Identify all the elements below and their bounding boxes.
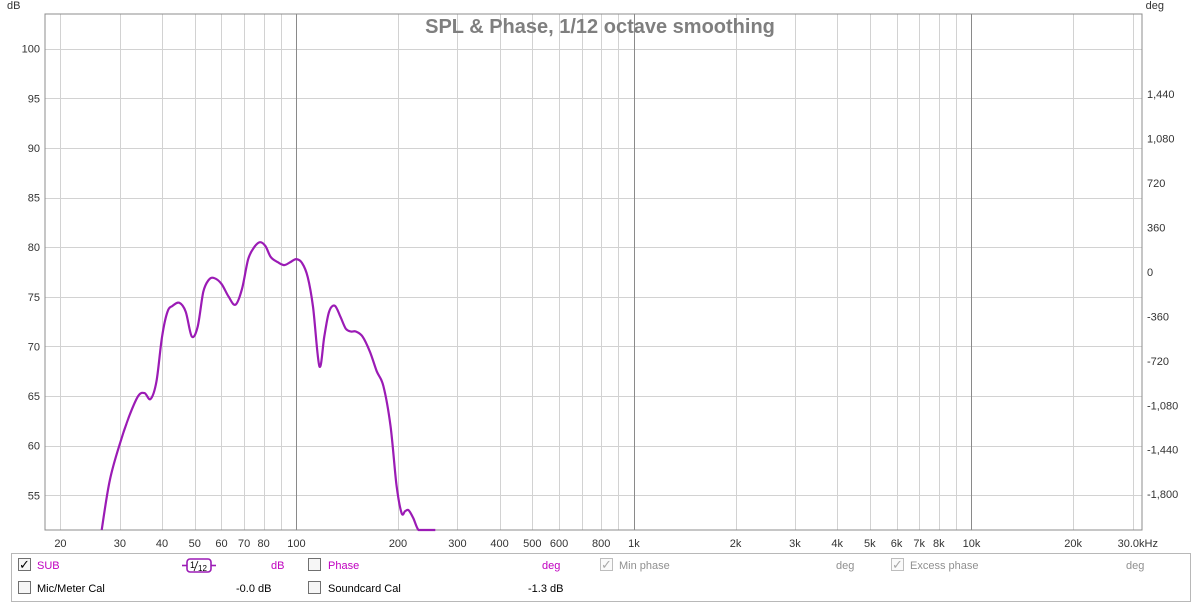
- phase-label[interactable]: Phase: [328, 560, 360, 572]
- y2-tick-label: 0: [1147, 267, 1153, 279]
- y2-tick-label: -360: [1147, 311, 1169, 323]
- y-axis-tick-labels: 55 60 65 70 75 80 85 90 95 100: [22, 44, 40, 503]
- y2-tick-label: -1,080: [1147, 400, 1178, 412]
- x-tick-label: 100: [287, 538, 305, 550]
- soundcard-cal-value: -1.3 dB: [528, 583, 564, 595]
- x-tick-label: 70: [238, 538, 250, 550]
- y-tick-label: 65: [28, 391, 40, 403]
- y-tick-label: 80: [28, 242, 40, 254]
- chart-title: SPL & Phase, 1/12 octave smoothing: [425, 16, 775, 38]
- x-tick-label: 600: [550, 538, 568, 550]
- x-tick-label: 8k: [933, 538, 945, 550]
- y2-tick-label: -1,440: [1147, 445, 1178, 457]
- excess-phase-checkbox[interactable]: ✓: [891, 557, 904, 572]
- sub-series-label[interactable]: SUB: [37, 560, 60, 572]
- y-tick-label: 55: [28, 490, 40, 502]
- x-tick-label: 300: [448, 538, 466, 550]
- y-tick-label: 95: [28, 93, 40, 105]
- x-tick-label: 1k: [628, 538, 640, 550]
- spl-unit-label: dB: [271, 560, 285, 572]
- y2-tick-label: -1,800: [1147, 489, 1178, 501]
- x-tick-label: 40: [156, 538, 168, 550]
- x-tick-label: 200: [389, 538, 407, 550]
- x-tick-label: 7k: [913, 538, 925, 550]
- smoothing-numerator: 1: [190, 560, 195, 570]
- grid-major: [296, 14, 972, 530]
- x-tick-label: 80: [258, 538, 270, 550]
- excess-phase-label[interactable]: Excess phase: [910, 560, 979, 572]
- y2-axis-tick-labels: -1,800 -1,440 -1,080 -720 -360 0 360 720 1,080 1,…: [1147, 89, 1178, 501]
- x-tick-label: 50: [189, 538, 201, 550]
- x-tick-label: 20: [54, 538, 66, 550]
- x-tick-label: 10k: [963, 538, 981, 550]
- y-tick-label: 70: [28, 341, 40, 353]
- smoothing-icon[interactable]: 1 12: [182, 558, 216, 573]
- x-tick-label: 30: [114, 538, 126, 550]
- y-axis-unit: dB: [7, 0, 20, 12]
- y2-tick-label: 1,440: [1147, 89, 1175, 101]
- x-tick-label: 800: [592, 538, 610, 550]
- x-tick-label: 4k: [831, 538, 843, 550]
- mic-cal-label[interactable]: Mic/Meter Cal: [37, 583, 105, 595]
- x-tick-label: 5k: [864, 538, 876, 550]
- x-tick-label: 20k: [1064, 538, 1082, 550]
- legend-row-1: ✓ SUB 1 12 dB Phase deg ✓ Min phase deg …: [12, 555, 1190, 577]
- x-tick-label: 6k: [891, 538, 903, 550]
- soundcard-cal-checkbox[interactable]: [308, 581, 321, 594]
- grid-minor: [45, 14, 1142, 530]
- y-tick-label: 100: [22, 44, 40, 56]
- excess-phase-unit-label: deg: [1126, 560, 1145, 572]
- x-tick-label: 3k: [789, 538, 801, 550]
- y2-axis-unit: deg: [1146, 0, 1164, 12]
- y2-tick-label: 1,080: [1147, 133, 1175, 145]
- plot-frame: [44, 13, 1143, 531]
- min-phase-unit-label: deg: [836, 560, 855, 572]
- x-tick-label: 500: [523, 538, 541, 550]
- mic-cal-value: -0.0 dB: [236, 583, 272, 595]
- y-tick-label: 60: [28, 441, 40, 453]
- min-phase-checkbox[interactable]: ✓: [600, 557, 613, 572]
- x-tick-label: 2k: [730, 538, 742, 550]
- mic-cal-checkbox[interactable]: [18, 581, 31, 594]
- sub-checkbox[interactable]: ✓: [18, 557, 31, 572]
- x-tick-label: 400: [490, 538, 508, 550]
- spl-phase-chart: 55 60 65 70 75 80 85 90 95 100 -1,800 -1,440 -1,080…: [7, 0, 1178, 550]
- y-tick-label: 85: [28, 193, 40, 205]
- x-tick-label: 30.0kHz: [1118, 538, 1158, 550]
- soundcard-cal-label[interactable]: Soundcard Cal: [328, 583, 401, 595]
- x-axis-tick-labels: 20 30 40 50 60 70 80 100 200 300 400 500 600 800 1k 2k 3…: [54, 538, 1158, 550]
- y2-tick-label: 720: [1147, 178, 1165, 190]
- phase-unit-label: deg: [542, 560, 561, 572]
- legend-row-2: Mic/Meter Cal -0.0 dB Soundcard Cal -1.3…: [12, 578, 1190, 600]
- legend-panel: ✓ SUB 1 12 dB Phase deg ✓ Min phase deg …: [11, 553, 1191, 602]
- y2-tick-label: 360: [1147, 222, 1165, 234]
- y-tick-label: 75: [28, 292, 40, 304]
- min-phase-label[interactable]: Min phase: [619, 560, 670, 572]
- phase-checkbox[interactable]: [308, 558, 321, 571]
- smoothing-denominator: 12: [198, 564, 207, 573]
- series-line-sub: [100, 241, 436, 532]
- y2-tick-label: -720: [1147, 356, 1169, 368]
- x-tick-label: 60: [215, 538, 227, 550]
- y-tick-label: 90: [28, 143, 40, 155]
